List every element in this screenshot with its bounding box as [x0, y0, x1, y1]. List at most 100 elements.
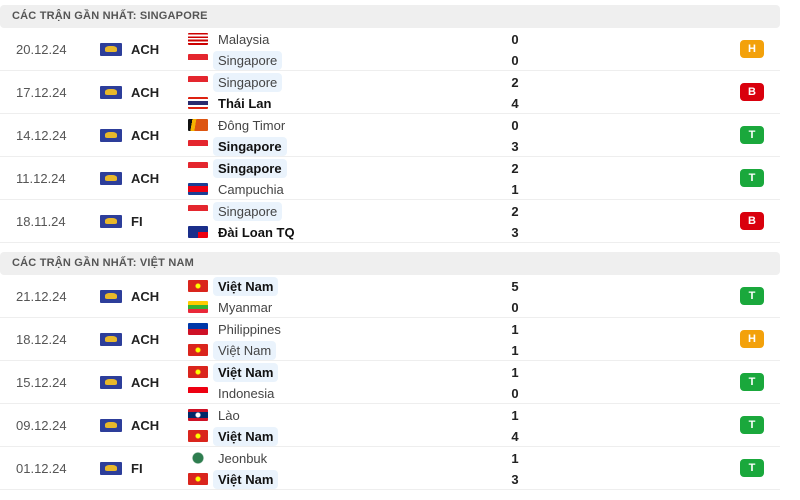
- away-team[interactable]: Việt Nam: [188, 469, 279, 489]
- match-row[interactable]: 18.11.24 FI Singapore 2 Đài Loan TQ 3 B: [0, 200, 780, 243]
- away-score: 0: [511, 53, 519, 68]
- match-row[interactable]: 21.12.24 ACH Việt Nam 5 Myanmar 0 T: [0, 275, 780, 318]
- league-logo-icon: [100, 290, 122, 303]
- home-flag-icon: [188, 366, 208, 378]
- home-team[interactable]: Lào: [188, 405, 245, 425]
- league-logo-icon: [100, 333, 122, 346]
- away-flag-icon: [188, 430, 208, 442]
- home-flag-icon: [188, 119, 208, 131]
- home-team[interactable]: Singapore: [188, 201, 283, 221]
- match-date: 11.12.24: [16, 171, 66, 186]
- league-logo-icon: [100, 376, 122, 389]
- home-team-name: Việt Nam: [213, 362, 279, 382]
- away-team[interactable]: Đài Loan TQ: [188, 222, 300, 242]
- home-score: 2: [511, 204, 519, 219]
- home-score: 0: [511, 32, 519, 47]
- home-score: 1: [511, 451, 519, 466]
- match-row[interactable]: 01.12.24 FI Jeonbuk 1 Việt Nam 3 T: [0, 447, 780, 490]
- home-score: 2: [511, 75, 519, 90]
- match-row[interactable]: 14.12.24 ACH Đông Timor 0 Singapore 3 T: [0, 114, 780, 157]
- result-badge: B: [740, 83, 764, 101]
- home-score: 0: [511, 118, 519, 133]
- match-date: 18.11.24: [16, 214, 66, 229]
- league-name: ACH: [131, 289, 160, 304]
- home-flag-icon: [188, 280, 208, 292]
- away-team[interactable]: Campuchia: [188, 179, 289, 199]
- match-row[interactable]: 09.12.24 ACH Lào 1 Việt Nam 4 T: [0, 404, 780, 447]
- home-flag-icon: [188, 323, 208, 335]
- match-row[interactable]: 17.12.24 ACH Singapore 2 Thái Lan 4 B: [0, 71, 780, 114]
- home-team-name: Singapore: [213, 201, 283, 221]
- league-logo-icon: [100, 129, 122, 142]
- match-row[interactable]: 18.12.24 ACH Philippines 1 Việt Nam 1 H: [0, 318, 780, 361]
- away-team-name: Myanmar: [218, 299, 273, 315]
- away-team[interactable]: Indonesia: [188, 383, 279, 403]
- home-team[interactable]: Malaysia: [188, 29, 274, 49]
- away-team-name: Việt Nam: [213, 340, 277, 360]
- league-logo-icon: [100, 462, 122, 475]
- result-badge: T: [740, 459, 764, 477]
- home-team[interactable]: Singapore: [188, 72, 283, 92]
- home-flag-icon: [188, 409, 208, 421]
- away-team-name: Singapore: [213, 50, 283, 70]
- away-flag-icon: [188, 226, 208, 238]
- home-flag-icon: [188, 162, 208, 174]
- home-team[interactable]: Singapore: [188, 158, 287, 178]
- away-team-name: Singapore: [213, 136, 287, 156]
- league-logo-icon: [100, 215, 122, 228]
- away-team-name: Việt Nam: [213, 469, 279, 489]
- result-badge: T: [740, 287, 764, 305]
- away-team-name: Campuchia: [218, 181, 284, 197]
- home-team[interactable]: Việt Nam: [188, 362, 279, 382]
- singapore-recent-matches: CÁC TRẬN GẦN NHẤT: SINGAPORE 20.12.24 ACH…: [0, 5, 780, 243]
- league-name: ACH: [131, 332, 160, 347]
- league-name: FI: [131, 214, 143, 229]
- away-flag-icon: [188, 301, 208, 313]
- league-name: ACH: [131, 171, 160, 186]
- league-name: ACH: [131, 85, 160, 100]
- match-row[interactable]: 11.12.24 ACH Singapore 2 Campuchia 1 T: [0, 157, 780, 200]
- away-team-name: Indonesia: [218, 385, 275, 401]
- away-score: 1: [511, 182, 519, 197]
- home-team[interactable]: Jeonbuk: [188, 448, 272, 468]
- away-flag-icon: [188, 344, 208, 356]
- match-date: 14.12.24: [16, 128, 67, 143]
- away-score: 0: [511, 386, 519, 401]
- home-score: 1: [511, 322, 519, 337]
- home-team[interactable]: Philippines: [188, 319, 286, 339]
- vietnam-recent-matches: CÁC TRẬN GẦN NHẤT: VIỆT NAM 21.12.24 ACH V…: [0, 252, 780, 490]
- home-score: 5: [511, 279, 519, 294]
- home-team-name: Đông Timor: [218, 117, 286, 133]
- home-team[interactable]: Đông Timor: [188, 115, 290, 135]
- league-logo-icon: [100, 172, 122, 185]
- result-badge: T: [740, 373, 764, 391]
- league-name: ACH: [131, 42, 160, 57]
- away-score: 3: [511, 225, 519, 240]
- away-flag-icon: [188, 183, 208, 195]
- away-score: 0: [511, 300, 519, 315]
- away-team[interactable]: Myanmar: [188, 297, 277, 317]
- home-team-name: Philippines: [218, 321, 281, 337]
- home-team-name: Việt Nam: [213, 276, 279, 296]
- home-team[interactable]: Việt Nam: [188, 276, 279, 296]
- away-flag-icon: [188, 54, 208, 66]
- away-team[interactable]: Việt Nam: [188, 426, 279, 446]
- match-row[interactable]: 15.12.24 ACH Việt Nam 1 Indonesia 0 T: [0, 361, 780, 404]
- away-flag-icon: [188, 140, 208, 152]
- away-flag-icon: [188, 473, 208, 485]
- home-flag-icon: [188, 452, 208, 464]
- match-date: 17.12.24: [16, 85, 67, 100]
- away-team-name: Đài Loan TQ: [218, 224, 295, 240]
- match-date: 01.12.24: [16, 461, 67, 476]
- match-row[interactable]: 20.12.24 ACH Malaysia 0 Singapore 0 H: [0, 28, 780, 71]
- away-team[interactable]: Singapore: [188, 136, 287, 156]
- away-team[interactable]: Singapore: [188, 50, 283, 70]
- home-team-name: Lào: [218, 407, 240, 423]
- league-name: ACH: [131, 375, 160, 390]
- home-score: 2: [511, 161, 519, 176]
- away-team[interactable]: Thái Lan: [188, 93, 276, 113]
- away-team[interactable]: Việt Nam: [188, 340, 277, 360]
- league-name: ACH: [131, 128, 160, 143]
- away-score: 3: [511, 472, 519, 487]
- league-logo-icon: [100, 86, 122, 99]
